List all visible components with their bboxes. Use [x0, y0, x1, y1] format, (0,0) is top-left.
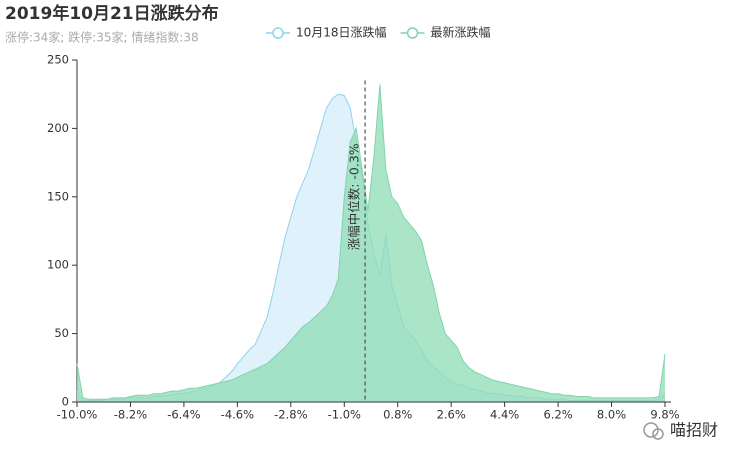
- watermark-text: 喵招财: [670, 421, 718, 440]
- y-tick-label: 50: [54, 326, 69, 340]
- legend-icon: [272, 27, 284, 39]
- x-tick-label: 9.8%: [650, 408, 679, 422]
- x-tick-label: -8.2%: [114, 408, 147, 422]
- x-tick-label: 8.0%: [597, 408, 626, 422]
- watermark-icon: [652, 428, 664, 440]
- x-tick-label: -1.0%: [328, 408, 361, 422]
- y-tick-label: 0: [62, 395, 69, 409]
- legend-label: 最新涨跌幅: [431, 25, 491, 40]
- watermark: 喵招财: [643, 421, 718, 440]
- y-tick-label: 250: [47, 53, 69, 67]
- x-tick-label: 4.4%: [490, 408, 519, 422]
- x-tick-label: -10.0%: [57, 408, 98, 422]
- legend-icon: [406, 27, 419, 39]
- legend-label: 10月18日涨跌幅: [296, 25, 387, 40]
- series-line: [76, 84, 666, 400]
- y-tick-label: 100: [47, 258, 69, 272]
- x-tick-label: 2.6%: [437, 408, 466, 422]
- chart-subtitle: 涨停:34家; 跌停:35家; 情绪指数:38: [5, 30, 199, 45]
- y-tick-label: 200: [47, 121, 69, 135]
- watermark-icon: [643, 422, 659, 438]
- chart-title: 2019年10月21日涨跌分布: [5, 3, 219, 24]
- x-tick-label: 0.8%: [383, 408, 412, 422]
- area-fill: [77, 84, 665, 402]
- x-tick-label: 6.2%: [543, 408, 572, 422]
- median-label: 涨幅中位数: -0.3%: [347, 143, 362, 250]
- x-tick-label: -6.4%: [167, 408, 200, 422]
- x-tick-label: -4.6%: [221, 408, 254, 422]
- x-tick-label: -2.8%: [274, 408, 307, 422]
- y-tick-label: 150: [47, 189, 69, 203]
